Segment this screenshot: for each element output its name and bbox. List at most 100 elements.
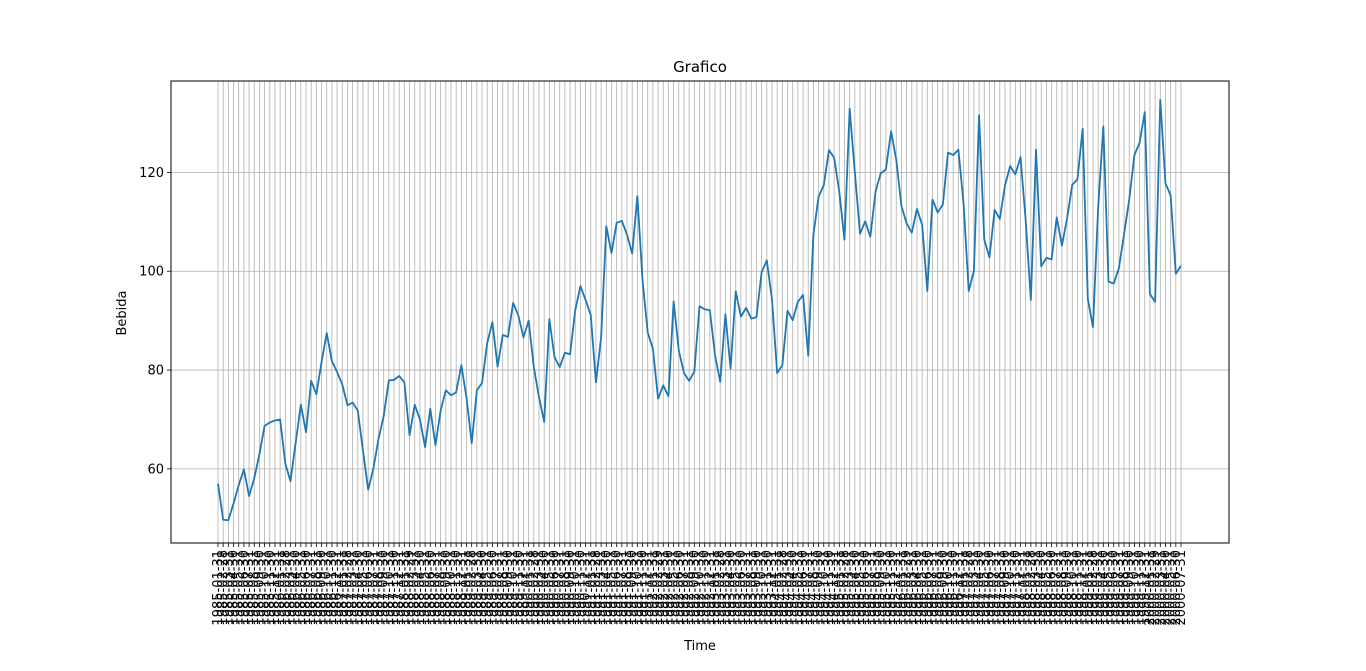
x-tick-label: 1989-02-28 [465,550,480,626]
x-tick-label: 1994-07-31 [801,550,816,626]
x-axis-ticks: 1985-01-311985-02-281985-03-311985-04-30… [211,543,1189,626]
x-tick-label: 1993-09-30 [749,550,764,626]
x-tick-label: 2000-07-31 [1174,550,1189,626]
x-tick-label: 1994-03-31 [781,550,796,626]
x-tick-label: 1992-10-31 [693,550,708,626]
x-tick-label: 1987-10-31 [382,550,397,626]
x-tick-label: 1990-04-30 [537,550,552,626]
x-tick-label: 1994-02-28 [775,550,790,626]
y-axis-ticks: 60 80 100 120 [139,166,171,477]
x-tick-label: 1989-07-31 [491,550,506,626]
x-tick-label: 2000-06-30 [1169,550,1184,626]
x-tick-label: 1994-06-30 [796,550,811,626]
x-tick-label: 1986-09-30 [315,550,330,626]
x-tick-label: 1993-05-31 [729,550,744,626]
x-tick-label: 1997-07-31 [988,550,1003,626]
x-tick-label: 1987-07-31 [366,550,381,626]
x-tick-label: 1997-05-31 [977,550,992,626]
x-tick-label: 1995-08-31 [869,550,884,626]
x-tick-label: 1996-08-31 [931,550,946,626]
x-tick-label: 1990-03-31 [532,550,547,626]
x-tick-label: 1989-06-30 [485,550,500,626]
x-tick-label: 1993-11-30 [760,550,775,626]
x-tick-label: 1995-12-31 [889,550,904,626]
plot-frame [170,80,1230,544]
x-tick-label: 1992-09-30 [687,550,702,626]
x-tick-label: 1992-06-30 [672,550,687,626]
x-tick-label: 1988-09-30 [439,550,454,626]
x-tick-label: 2000-05-31 [1164,550,1179,626]
y-tick-label: 60 [147,462,164,477]
x-tick-label: 1998-11-30 [1070,550,1085,626]
x-tick-label: 1985-01-31 [211,550,226,626]
x-tick-label: 1995-11-30 [884,550,899,626]
x-tick-label: 1988-07-31 [428,550,443,626]
x-tick-label: 1988-04-30 [413,550,428,626]
x-tick-label: 1985-08-31 [247,550,262,626]
x-tick-label: 1985-07-31 [242,550,257,626]
x-tick-label: 1990-05-31 [542,550,557,626]
x-tick-label: 1999-12-31 [1138,550,1153,626]
x-tick-label: 1999-11-30 [1133,550,1148,626]
x-tick-label: 1988-05-31 [418,550,433,626]
x-tick-label: 1995-09-30 [874,550,889,626]
x-tick-label: 1991-10-31 [630,550,645,626]
x-tick-label: 1999-02-28 [1086,550,1101,626]
x-tick-label: 1991-01-31 [584,550,599,626]
x-tick-label: 1988-08-31 [434,550,449,626]
x-tick-label: 1999-07-31 [1112,550,1127,626]
x-tick-label: 1999-05-31 [1102,550,1117,626]
x-tick-label: 1987-02-28 [340,550,355,626]
x-tick-label: 1991-04-30 [599,550,614,626]
series-line [217,98,1182,522]
x-tick-label: 1985-04-30 [227,550,242,626]
x-tick-label: 1985-12-31 [268,550,283,626]
x-tick-label: 1993-01-31 [708,550,723,626]
x-tick-label: 1996-09-30 [936,550,951,626]
x-tick-label: 1998-08-31 [1055,550,1070,626]
x-tick-label: 1994-10-31 [817,550,832,626]
x-tick-label: 1987-05-31 [356,550,371,626]
x-tick-label: 1992-03-31 [656,550,671,626]
x-tick-label: 1992-05-31 [667,550,682,626]
x-tick-label: 1997-08-31 [993,550,1008,626]
y-axis-title: Bebida [115,291,130,336]
x-tick-label: 1990-07-31 [553,550,568,626]
x-tick-label: 1985-09-30 [252,550,267,626]
x-tick-label: 1989-01-31 [460,550,475,626]
x-tick-label: 1996-04-30 [910,550,925,626]
x-tick-label: 2000-01-31 [1143,550,1158,626]
x-tick-label: 1985-10-31 [258,550,273,626]
x-tick-label: 1986-01-31 [273,550,288,626]
x-tick-label: 1997-06-30 [982,550,997,626]
x-tick-label: 1996-12-31 [951,550,966,626]
x-tick-label: 1994-09-30 [812,550,827,626]
x-tick-label: 1994-05-31 [791,550,806,626]
series-layer [217,98,1182,522]
y-tick-label: 120 [139,166,164,181]
x-tick-label: 1998-01-31 [1019,550,1034,626]
x-tick-label: 1990-02-28 [527,550,542,626]
grid-lines [171,81,1229,543]
x-tick-label: 1989-04-30 [475,550,490,626]
x-tick-label: 1995-03-31 [843,550,858,626]
x-tick-label: 1996-01-31 [894,550,909,626]
plot-area [171,81,1229,543]
x-tick-label: 1994-04-30 [786,550,801,626]
x-tick-label: 1988-10-31 [444,550,459,626]
x-tick-label: 1998-03-31 [1029,550,1044,626]
x-tick-label: 1986-03-31 [283,550,298,626]
x-tick-label: 1986-10-31 [320,550,335,626]
x-tick-label: 1993-06-30 [734,550,749,626]
x-tick-label: 1986-02-28 [278,550,293,626]
x-tick-label: 1996-03-31 [905,550,920,626]
x-tick-label: 1986-05-31 [294,550,309,626]
x-tick-label: 1992-01-31 [646,550,661,626]
x-tick-label: 1996-05-31 [915,550,930,626]
x-tick-label: 1996-02-29 [900,550,915,626]
x-tick-label: 1985-05-31 [232,550,247,626]
x-tick-label: 1998-06-30 [1045,550,1060,626]
x-tick-label: 1990-08-31 [558,550,573,626]
x-tick-label: 1988-11-30 [449,550,464,626]
